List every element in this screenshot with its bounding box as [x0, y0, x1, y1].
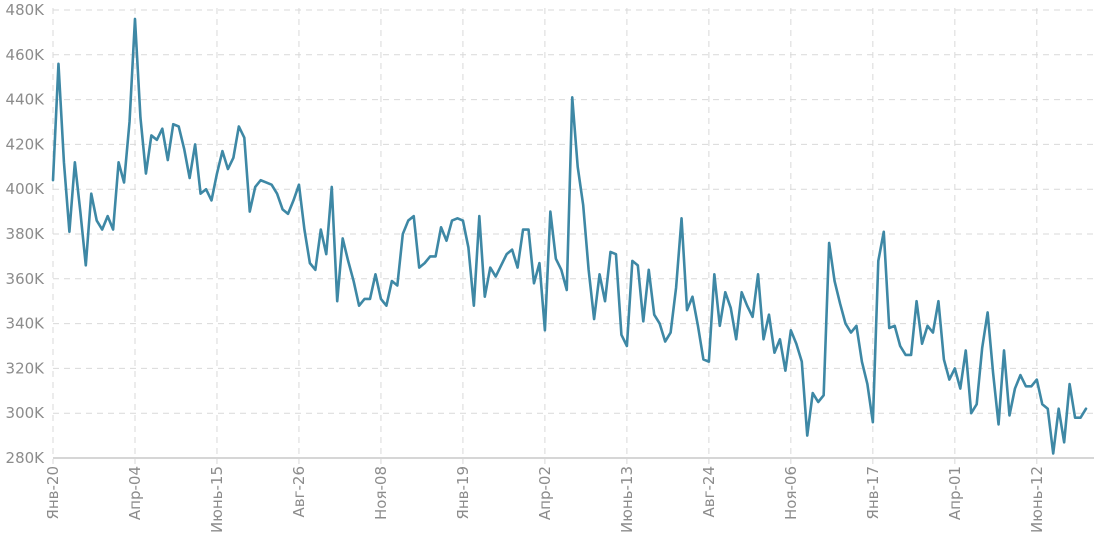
y-tick-label: 460K: [6, 46, 46, 64]
y-tick-label: 320K: [6, 359, 46, 377]
x-tick-label: Авг-24: [700, 466, 718, 517]
y-tick-label: 340K: [6, 315, 46, 333]
y-tick-label: 300K: [6, 404, 46, 422]
y-gridlines: [53, 9, 1094, 414]
y-tick-label: 280K: [6, 449, 46, 467]
x-tick-label: Июнь-13: [618, 466, 636, 533]
y-tick-label: 400K: [6, 180, 46, 198]
x-axis-tick-labels: Янв-20 Апр-04 Июнь-15 Авг-26 Ноя-08 Янв-19 Апр…: [44, 466, 1110, 533]
y-axis-tick-labels: 280K 300K 320K 340K 360K 380K 400K 420K 440K 460K…: [6, 1, 46, 467]
y-tick-label: 360K: [6, 270, 46, 288]
x-tick-label: Июнь-15: [208, 466, 226, 533]
y-tick-label: 440K: [6, 91, 46, 109]
y-tick-label: 380K: [6, 225, 46, 243]
x-tick-label: Янв-19: [454, 466, 472, 520]
series-line: [51, 17, 1088, 455]
x-gridlines: [52, 8, 1038, 464]
x-tick-label: Апр-02: [536, 466, 554, 520]
x-tick-label: Ноя-06: [782, 466, 800, 520]
x-tick-label: Янв-20: [44, 466, 62, 520]
x-tick-label: Ноя-08: [372, 466, 390, 520]
y-tick-label: 420K: [6, 135, 46, 153]
x-tick-label: Июнь-12: [1028, 466, 1046, 533]
y-tick-label: 480K: [6, 1, 46, 19]
x-tick-label: Апр-01: [946, 466, 964, 520]
x-tick-label: Янв-17: [864, 466, 882, 520]
x-tick-label: Апр-04: [126, 466, 144, 520]
x-tick-label: Авг-26: [290, 466, 308, 517]
